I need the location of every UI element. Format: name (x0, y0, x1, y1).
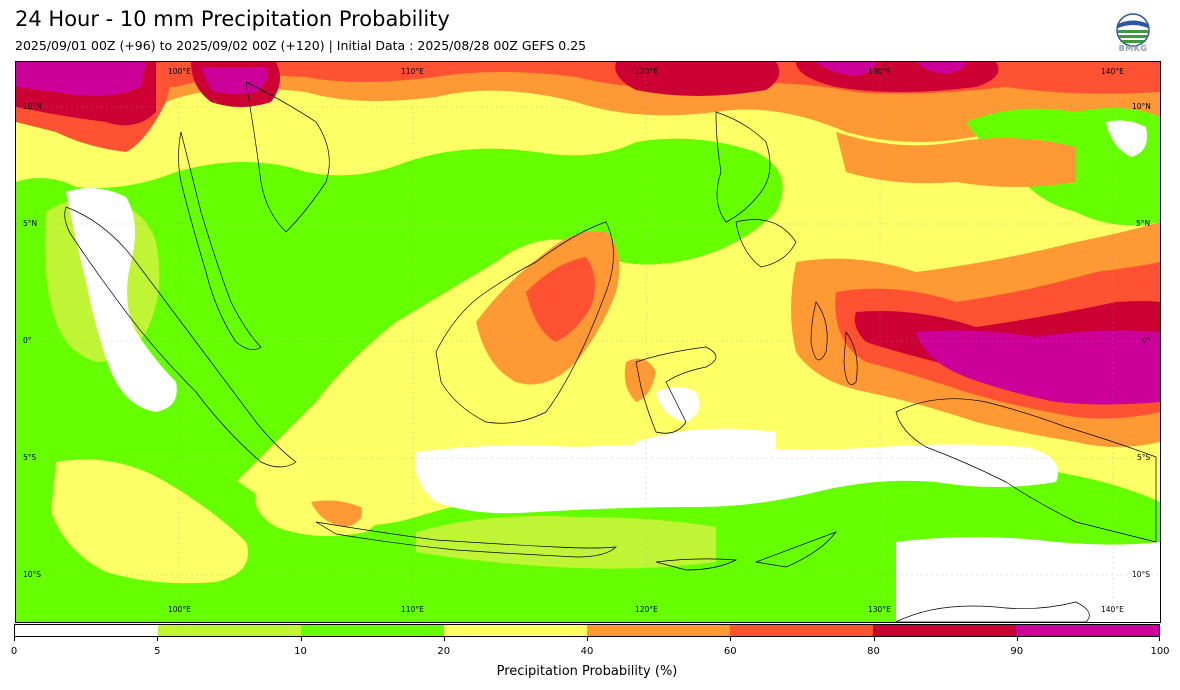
colorbar-tick-label: 60 (723, 646, 737, 657)
lat-label-left: 10°S (23, 570, 42, 579)
colorbar (14, 624, 1160, 637)
lon-label-bottom: 130°E (868, 605, 891, 614)
colorbar-tick (1159, 637, 1160, 641)
colorbar-tick-label: 40 (580, 646, 594, 657)
lon-label-top: 110°E (401, 67, 424, 76)
lon-label-bottom: 100°E (168, 605, 191, 614)
precipitation-field (16, 62, 1160, 622)
colorbar-tick (873, 637, 875, 641)
lat-label-left: 5°S (23, 453, 37, 462)
colorbar-tick (14, 637, 15, 641)
lon-label-top: 120°E (635, 67, 658, 76)
bmkg-logo-icon (1116, 13, 1150, 47)
colorbar-tick-label: 0 (10, 646, 18, 657)
colorbar-segment (873, 625, 1016, 636)
colorbar-tick-label: 5 (154, 646, 161, 657)
lat-label-right: 5°N (1136, 219, 1151, 228)
chart-title: 24 Hour - 10 mm Precipitation Probabilit… (15, 7, 450, 31)
lat-label-right: 5°S (1137, 453, 1151, 462)
colorbar-tick-label: 100 (1150, 646, 1170, 657)
colorbar-tick (730, 637, 732, 641)
colorbar-tick (157, 637, 159, 641)
lat-label-left: 10°N (23, 102, 42, 111)
lat-label-right: 10°S (1132, 570, 1151, 579)
lat-label-right: 10°N (1132, 102, 1151, 111)
lon-label-top: 140°E (1101, 67, 1124, 76)
colorbar-segment (587, 625, 730, 636)
colorbar-tick-label: 20 (437, 646, 451, 657)
colorbar-segment (1016, 625, 1159, 636)
colorbar-tick-label: 80 (867, 646, 880, 657)
lon-label-bottom: 120°E (635, 605, 658, 614)
colorbar-tick-label: 10 (294, 646, 307, 657)
colorbar-segment (15, 625, 158, 636)
lat-label-left: 5°N (23, 219, 38, 228)
colorbar-tick (443, 637, 445, 641)
colorbar-tick (587, 637, 588, 641)
colorbar-tick (300, 637, 302, 641)
logo-text: BMKG (1118, 44, 1148, 53)
lon-label-top: 100°E (168, 67, 191, 76)
colorbar-tick (1016, 637, 1018, 641)
lat-label-right: 0° (1142, 336, 1151, 345)
colorbar-label: Precipitation Probability (%) (496, 664, 678, 679)
colorbar-segment (444, 625, 587, 636)
precipitation-map: 100°E 110°E 120°E 130°E 140°E 100°E 110°… (15, 61, 1161, 623)
lon-label-bottom: 110°E (401, 605, 424, 614)
lon-label-bottom: 140°E (1101, 605, 1124, 614)
colorbar-segment (301, 625, 444, 636)
colorbar-segment (730, 625, 873, 636)
chart-subtitle: 2025/09/01 00Z (+96) to 2025/09/02 00Z (… (15, 38, 587, 53)
lat-label-left: 0° (23, 336, 32, 345)
lon-label-top: 130°E (868, 67, 891, 76)
colorbar-segment (158, 625, 301, 636)
colorbar-tick-label: 90 (1010, 646, 1024, 657)
